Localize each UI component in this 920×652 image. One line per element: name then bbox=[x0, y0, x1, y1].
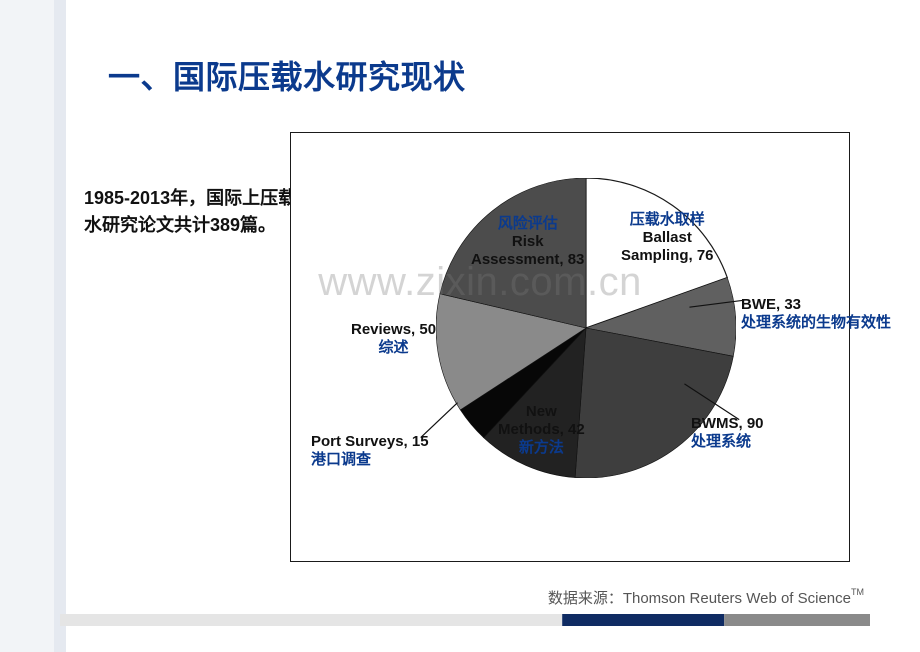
data-source-label: 数据来源：Thomson Reuters Web of ScienceTM bbox=[548, 587, 864, 608]
slice-label-ballast_sampling: 压载水取样BallastSampling, 76 bbox=[621, 211, 714, 265]
slice-label-new_methods: NewMethods, 42新方法 bbox=[498, 403, 585, 457]
vertical-accent bbox=[0, 0, 66, 652]
footer-segment bbox=[562, 614, 724, 626]
slide: 一、国际压载水研究现状 1985-2013年，国际上压载水研究论文共计389篇。… bbox=[0, 0, 920, 652]
footer-segment bbox=[60, 614, 562, 626]
slice-label-port_surveys: Port Surveys, 15港口调查 bbox=[311, 433, 429, 469]
slice-label-reviews: Reviews, 50综述 bbox=[351, 321, 436, 357]
summary-text: 1985-2013年，国际上压载水研究论文共计389篇。 bbox=[84, 185, 314, 239]
slice-label-risk_assessment: 风险评估RiskAssessment, 83 bbox=[471, 215, 584, 269]
slice-label-bwms: BWMS, 90处理系统 bbox=[691, 415, 764, 451]
source-en: Thomson Reuters Web of Science bbox=[623, 590, 851, 607]
pie-chart: 压载水取样BallastSampling, 76BWE, 33处理系统的生物有效… bbox=[291, 133, 849, 561]
slice-label-bwe: BWE, 33处理系统的生物有效性 bbox=[741, 296, 891, 332]
pie-chart-frame: 压载水取样BallastSampling, 76BWE, 33处理系统的生物有效… bbox=[290, 132, 850, 562]
tm-mark: TM bbox=[851, 587, 864, 597]
footer-divider bbox=[60, 614, 870, 626]
page-title: 一、国际压载水研究现状 bbox=[108, 52, 466, 98]
source-cn: 数据来源： bbox=[548, 590, 623, 607]
footer-segment bbox=[724, 614, 870, 626]
